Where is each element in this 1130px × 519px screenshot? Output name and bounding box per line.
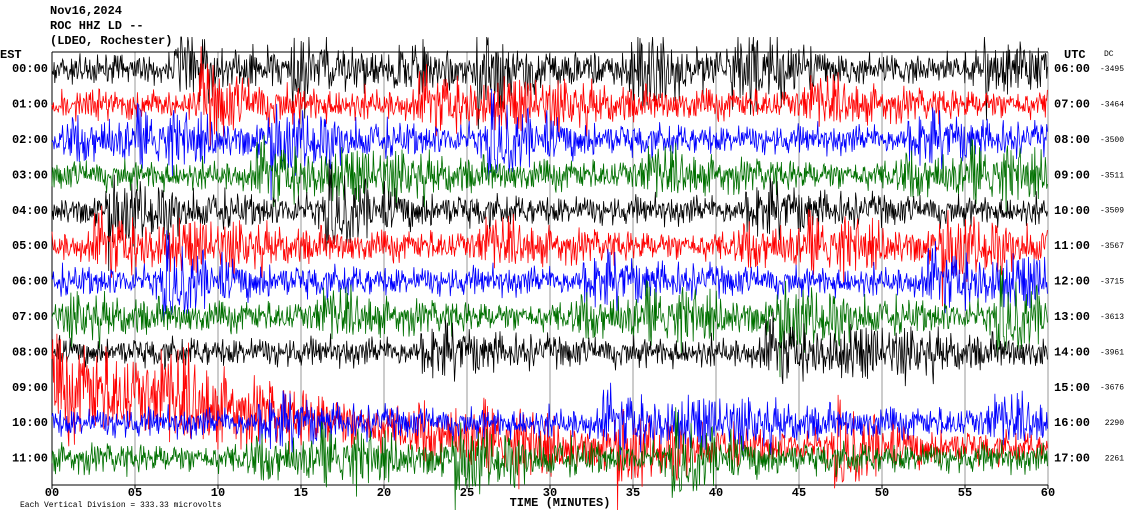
x-tick-label: 00 — [45, 486, 59, 500]
utc-label: 12:00 — [1054, 275, 1090, 289]
dc-value: -3511 — [1100, 171, 1124, 180]
title-line: (LDEO, Rochester) — [50, 34, 172, 48]
dc-value: -3715 — [1100, 278, 1124, 287]
title-line: ROC HHZ LD -- — [50, 19, 144, 33]
utc-label: 14:00 — [1054, 345, 1090, 359]
seismic-trace — [51, 205, 1048, 307]
title-line: Nov16,2024 — [50, 4, 122, 18]
dc-value: -3567 — [1100, 242, 1124, 251]
seismic-trace — [51, 230, 1048, 321]
utc-label: 16:00 — [1054, 416, 1090, 430]
est-label: 05:00 — [12, 239, 48, 253]
x-tick-label: 55 — [958, 486, 972, 500]
x-tick-label: 45 — [792, 486, 806, 500]
utc-label: 06:00 — [1054, 62, 1090, 76]
utc-label: 07:00 — [1054, 98, 1090, 112]
seismic-trace — [51, 88, 1048, 201]
seismic-trace — [51, 265, 1048, 378]
seismic-trace — [51, 333, 1048, 511]
est-label: 04:00 — [12, 204, 48, 218]
utc-label: 11:00 — [1054, 239, 1090, 253]
est-label: 01:00 — [12, 98, 48, 112]
utc-label: 13:00 — [1054, 310, 1090, 324]
est-label: 11:00 — [12, 452, 48, 466]
x-tick-label: 20 — [377, 486, 391, 500]
dc-value: 2290 — [1105, 419, 1124, 428]
x-tick-label: 50 — [875, 486, 889, 500]
x-tick-label: 05 — [128, 486, 142, 500]
est-label: 10:00 — [12, 416, 48, 430]
x-axis-label: TIME (MINUTES) — [510, 496, 611, 510]
dc-value: -3613 — [1100, 313, 1124, 322]
dc-value: -3464 — [1100, 101, 1124, 110]
seismic-trace — [51, 159, 1048, 271]
utc-label: 09:00 — [1054, 168, 1090, 182]
footer: Each Vertical Division = 333.33 microvol… — [20, 501, 222, 510]
est-label: 07:00 — [12, 310, 48, 324]
seismic-trace — [51, 46, 1048, 150]
dc-value: -3500 — [1100, 136, 1124, 145]
est-label: 02:00 — [12, 133, 48, 147]
right-axis-label: UTC — [1064, 48, 1086, 62]
est-label: 08:00 — [12, 345, 48, 359]
utc-label: 10:00 — [1054, 204, 1090, 218]
x-tick-label: 60 — [1041, 486, 1055, 500]
est-label: 00:00 — [12, 62, 48, 76]
seismic-trace — [51, 382, 1048, 457]
dc-value: 2261 — [1105, 455, 1124, 464]
est-label: 03:00 — [12, 168, 48, 182]
dc-label: DC — [1104, 50, 1114, 59]
x-tick-label: 35 — [626, 486, 640, 500]
x-tick-label: 10 — [211, 486, 225, 500]
x-tick-label: 25 — [460, 486, 474, 500]
x-tick-label: 30 — [543, 486, 557, 500]
seismic-trace — [51, 311, 1048, 387]
dc-value: -3509 — [1100, 207, 1124, 216]
dc-value: -3961 — [1100, 348, 1124, 357]
x-tick-label: 40 — [709, 486, 723, 500]
utc-label: 15:00 — [1054, 381, 1090, 395]
seismic-trace — [51, 407, 1048, 511]
x-tick-label: 15 — [294, 486, 308, 500]
dc-value: -3676 — [1100, 384, 1124, 393]
utc-label: 17:00 — [1054, 452, 1090, 466]
dc-value: -3495 — [1100, 65, 1124, 74]
utc-label: 08:00 — [1054, 133, 1090, 147]
seismic-trace — [51, 134, 1048, 214]
est-label: 06:00 — [12, 275, 48, 289]
seismic-trace — [51, 36, 1048, 130]
left-axis-label: EST — [0, 48, 22, 62]
est-label: 09:00 — [12, 381, 48, 395]
